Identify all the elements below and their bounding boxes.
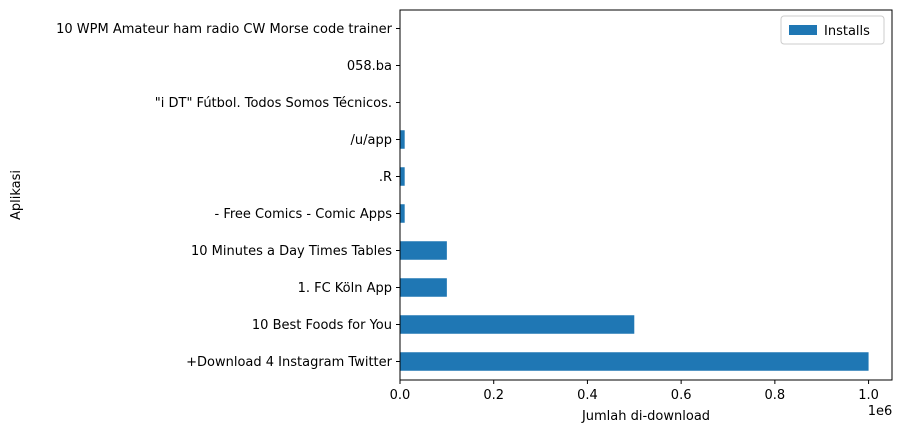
bar <box>400 241 447 260</box>
x-tick-label: 1.0 <box>858 388 879 403</box>
bar <box>400 204 405 223</box>
x-axis-offset-text: 1e6 <box>868 404 893 419</box>
x-tick-label: 0.0 <box>390 388 411 403</box>
bar <box>400 352 869 371</box>
axes-frame <box>399 9 893 381</box>
y-tick-label: 10 Minutes a Day Times Tables <box>191 244 392 259</box>
bar <box>400 167 405 186</box>
y-axis-label: Aplikasi <box>9 170 24 220</box>
y-tick-label: 10 Best Foods for You <box>252 318 392 333</box>
y-tick-label: 058.ba <box>347 59 392 74</box>
y-tick-label: 10 WPM Amateur ham radio CW Morse code t… <box>56 22 393 37</box>
y-tick-label: "i DT" Fútbol. Todos Somos Técnicos. <box>155 96 392 111</box>
y-tick-label: +Download 4 Instagram Twitter <box>186 355 393 370</box>
legend-frame <box>780 15 885 45</box>
plot-area: 10 WPM Amateur ham radio CW Morse code t… <box>56 9 893 403</box>
legend-label-installs: Installs <box>824 24 870 39</box>
x-axis-label: Jumlah di-download <box>581 409 710 424</box>
y-tick-label: - Free Comics - Comic Apps <box>215 207 393 222</box>
x-tick-label: 0.2 <box>483 388 504 403</box>
bar <box>400 130 405 149</box>
bar <box>400 315 635 334</box>
bar <box>400 278 447 297</box>
legend: Installs <box>780 15 885 45</box>
y-tick-label: .R <box>379 170 392 185</box>
x-tick-label: 0.4 <box>577 388 598 403</box>
legend-swatch-installs <box>789 25 817 35</box>
y-tick-label: 1. FC Köln App <box>298 281 392 296</box>
x-tick-label: 0.8 <box>765 388 786 403</box>
x-tick-label: 0.6 <box>671 388 692 403</box>
y-tick-label: /u/app <box>351 133 392 148</box>
